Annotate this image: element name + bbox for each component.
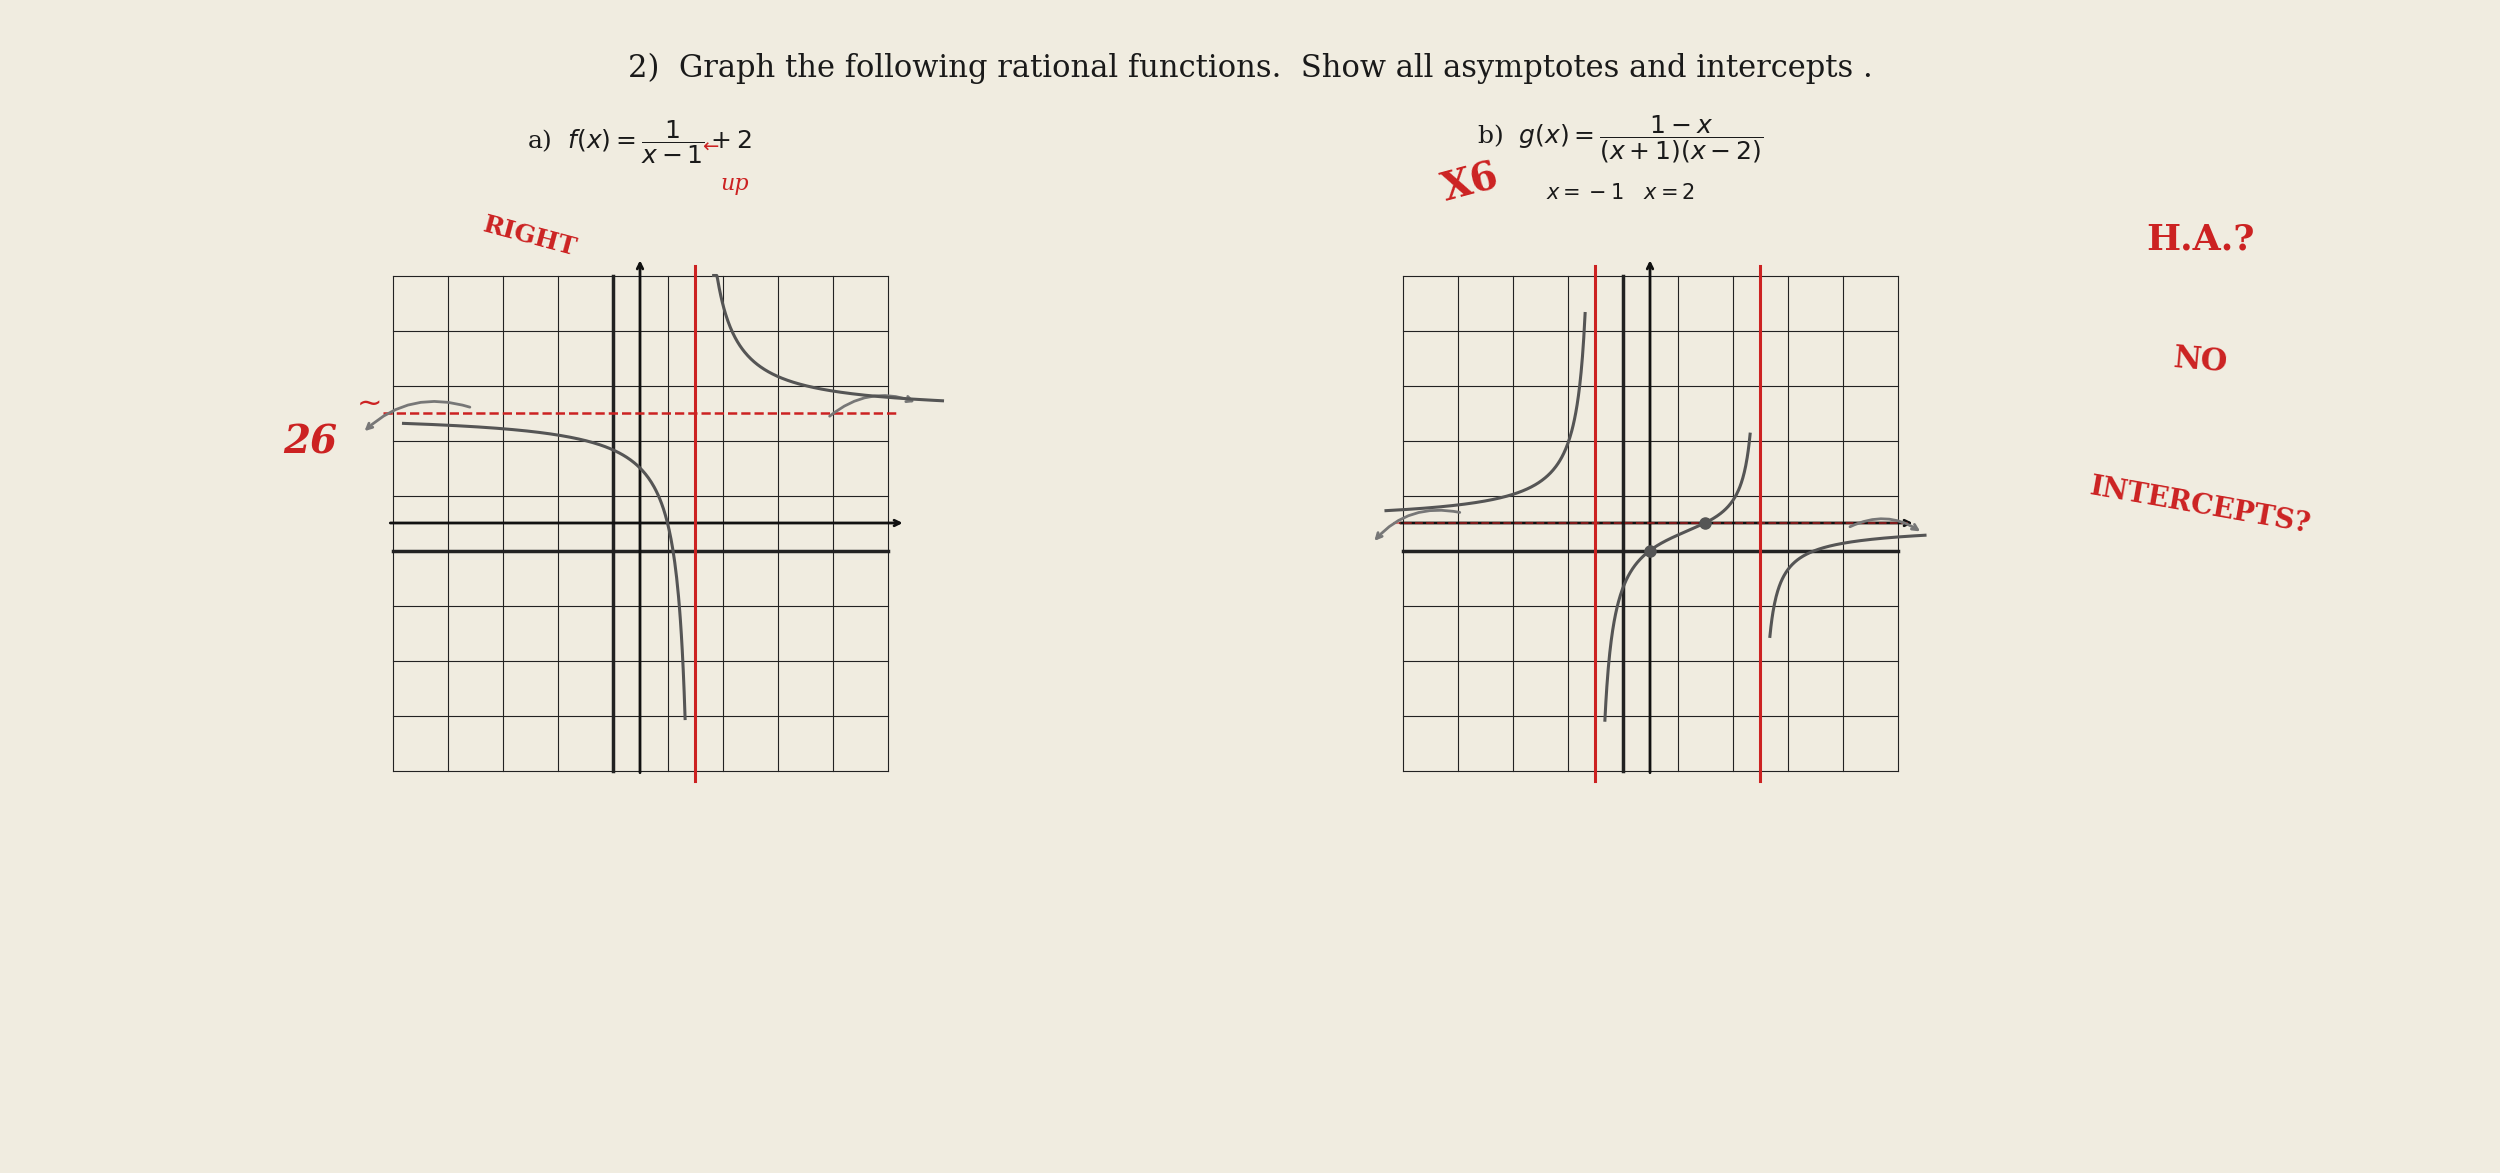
Text: b)  $g(x)=\dfrac{1-x}{(x+1)(x-2)}$: b) $g(x)=\dfrac{1-x}{(x+1)(x-2)}$: [1478, 113, 1762, 165]
Text: 2)  Graph the following rational functions.  Show all asymptotes and intercepts : 2) Graph the following rational function…: [628, 53, 1872, 84]
Text: INTERCEPTS?: INTERCEPTS?: [2088, 473, 2312, 538]
Text: up: up: [720, 172, 750, 195]
Text: ←: ←: [703, 138, 718, 157]
Text: H.A.?: H.A.?: [2145, 223, 2255, 257]
Text: 26: 26: [282, 423, 338, 462]
Text: ~: ~: [357, 389, 382, 419]
Text: NO: NO: [2172, 343, 2228, 379]
Text: RIGHT: RIGHT: [480, 213, 580, 262]
Text: a)  $f(x)=\dfrac{1}{x-1}+2$: a) $f(x)=\dfrac{1}{x-1}+2$: [528, 118, 752, 165]
Text: $x=-1 \quad x=2$: $x=-1 \quad x=2$: [1545, 183, 1695, 203]
Text: X6: X6: [1438, 158, 1502, 210]
